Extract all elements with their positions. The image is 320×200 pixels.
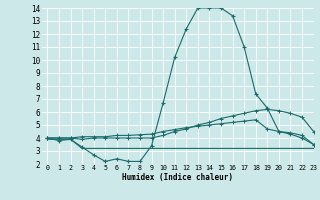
X-axis label: Humidex (Indice chaleur): Humidex (Indice chaleur) <box>122 173 233 182</box>
